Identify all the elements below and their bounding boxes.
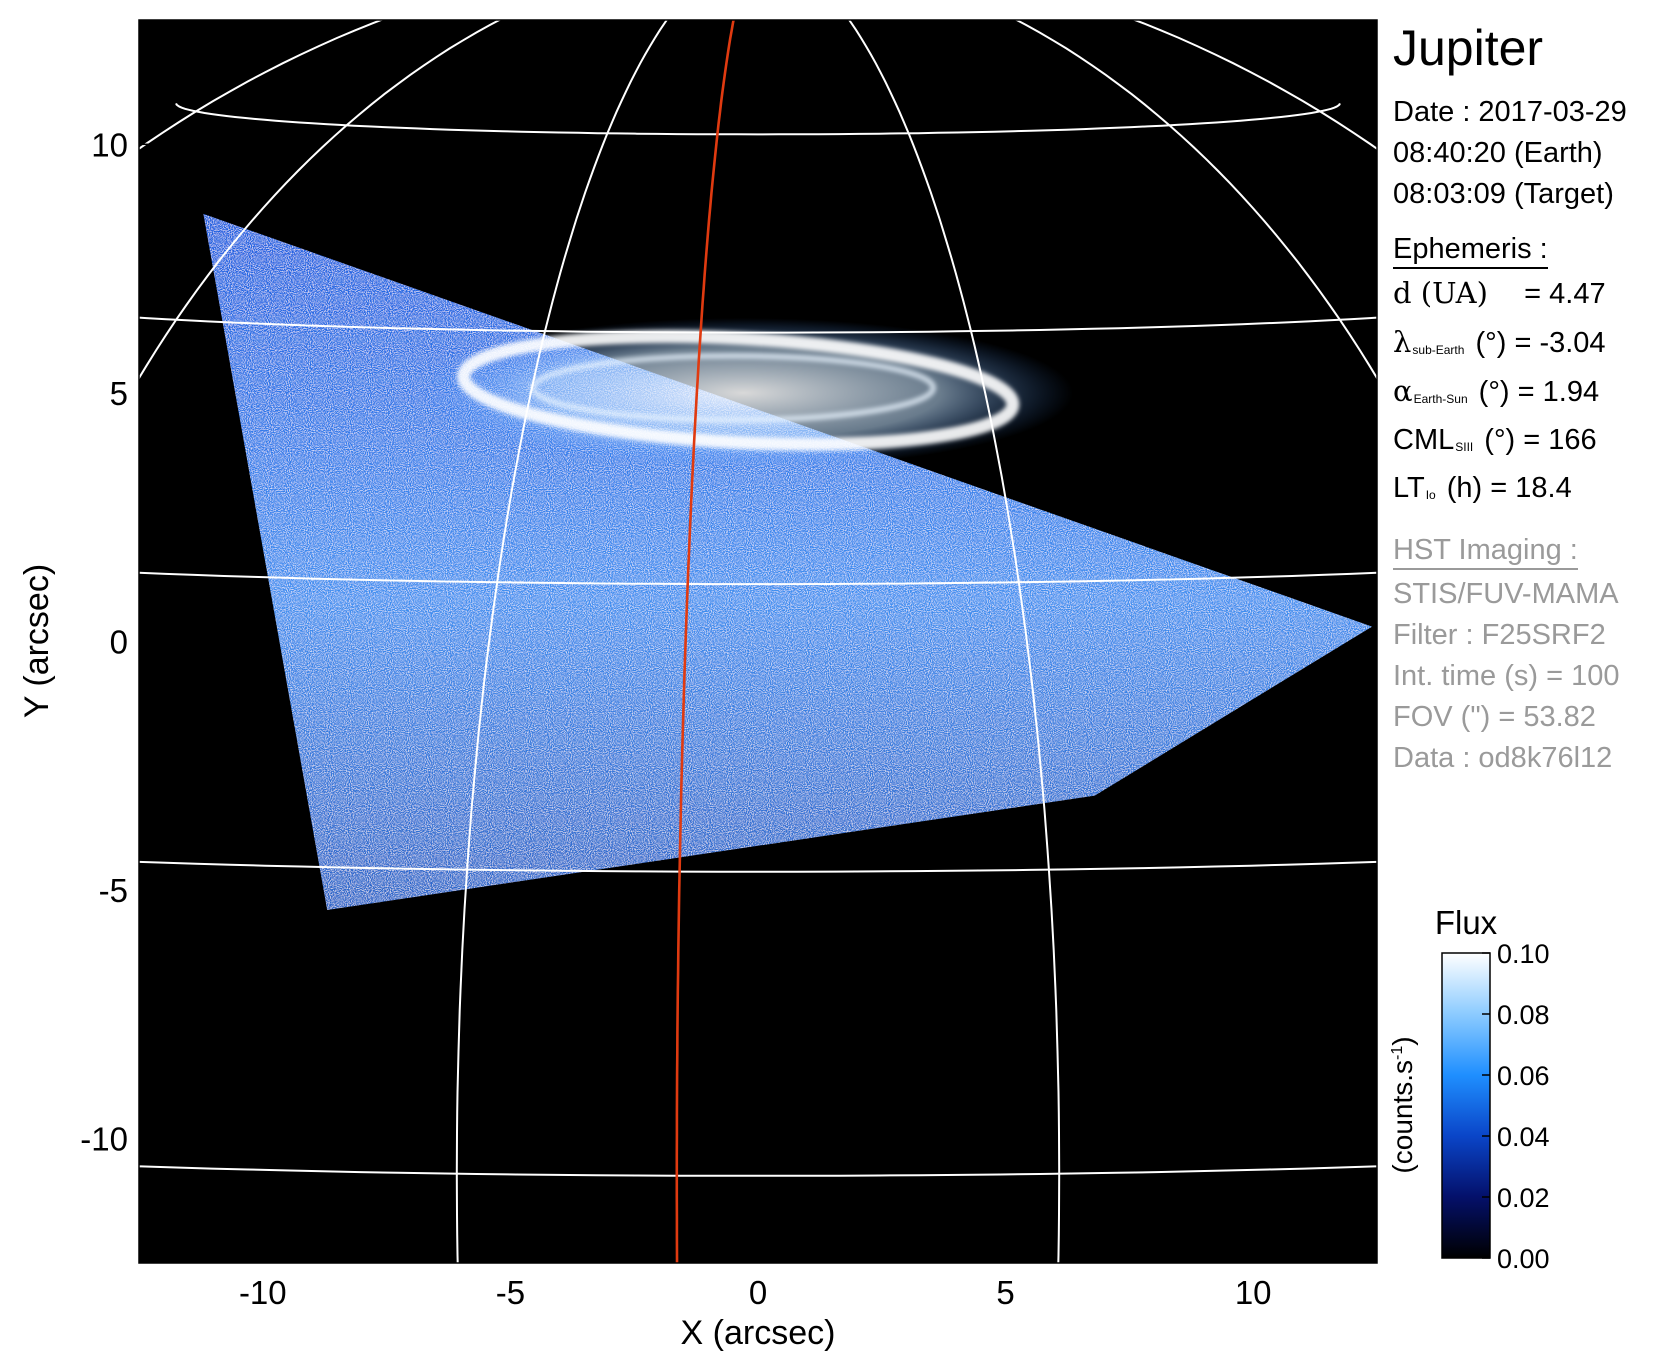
hst-header: HST Imaging : [1393,532,1578,570]
colorbar-tick-label: 0.08 [1497,1000,1550,1030]
y-axis-label: Y (arcsec) [18,564,56,718]
y-tick-label: 10 [91,126,128,163]
x-axis-ticks: -10 -5 0 5 10 [239,1251,1272,1311]
colorbar-label: (counts.s-1) [1387,1036,1418,1173]
x-tick-label: 5 [996,1274,1014,1311]
ephemeris-list: d (UA) = 4.47 λsub-Earth (°) = -3.04 αEa… [1393,273,1673,516]
hst-dataset: Data : od8k76l12 [1393,742,1613,774]
colorbar-title: Flux [1435,904,1498,941]
x-axis-label: X (arcsec) [681,1314,836,1352]
latitude-line [139,316,1377,334]
latitude-line [139,1165,1377,1177]
ephemeris-io-local-time: LTIo (h) = 18.4 [1393,472,1572,504]
colorbar-scale [1441,952,1491,1259]
target-title: Jupiter [1393,20,1544,76]
y-tick-label: 5 [110,375,128,412]
hst-filter: Filter : F25SRF2 [1393,619,1606,651]
ephemeris-phase-angle: αEarth-Sun (°) = 1.94 [1393,374,1600,408]
longitude-line [139,20,502,381]
x-tick-label: 10 [1235,1274,1272,1311]
info-panel: Jupiter Date : 2017-03-29 08:40:20 (Eart… [1393,18,1673,779]
latitude-line [457,0,1059,3]
hst-fov: FOV (") = 53.82 [1393,701,1596,733]
y-tick-label: 0 [110,624,128,661]
colorbar-tick-label: 0.06 [1497,1061,1550,1091]
ephemeris-cml: CMLSIII (°) = 166 [1393,424,1597,456]
colorbar: Flux 0.00 0.02 0.04 0.06 0.08 0.10 (counts.s-… [1387,904,1550,1274]
auroral-oval [457,330,1020,451]
x-tick-label: -10 [239,1274,287,1311]
hst-integration-time: Int. time (s) = 100 [1393,660,1620,692]
central-meridian-line [675,20,735,1263]
y-tick-label: -10 [80,1121,128,1158]
ephemeris-distance: d (UA) = 4.47 [1393,276,1606,310]
date-text: Date : 2017-03-29 [1393,96,1627,128]
time-earth-text: 08:40:20 (Earth) [1393,137,1603,169]
y-axis-ticks: -10 -5 0 5 10 [80,126,151,1158]
lat-lon-grid [139,0,1377,1263]
colorbar-ticks: 0.00 0.02 0.04 0.06 0.08 0.10 [1482,939,1550,1274]
latitude-line [139,571,1377,586]
colorbar-tick-label: 0.00 [1497,1244,1550,1274]
y-tick-label: -5 [99,872,128,909]
x-tick-label: 0 [749,1274,767,1311]
ephemeris-header: Ephemeris : [1393,231,1548,269]
time-target-text: 08:03:09 (Target) [1393,178,1614,210]
longitude-line [455,20,668,1263]
longitude-line [1014,20,1377,381]
colorbar-tick-label: 0.02 [1497,1183,1550,1213]
colorbar-tick-label: 0.04 [1497,1122,1550,1152]
latitude-line [139,860,1377,873]
longitude-line [848,20,1061,1263]
ephemeris-sub-earth-latitude: λsub-Earth (°) = -3.04 [1393,325,1606,359]
hst-instrument: STIS/FUV-MAMA [1393,578,1619,610]
x-tick-label: -5 [496,1274,525,1311]
colorbar-tick-label: 0.10 [1497,939,1550,969]
latitude-line [175,103,1341,136]
